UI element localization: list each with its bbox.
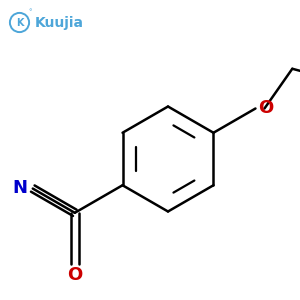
Text: O: O	[67, 266, 83, 284]
Text: N: N	[12, 179, 27, 197]
Text: K: K	[16, 17, 23, 28]
Text: O: O	[258, 100, 273, 118]
Text: °: °	[29, 9, 32, 15]
Text: Kuujia: Kuujia	[34, 16, 83, 29]
